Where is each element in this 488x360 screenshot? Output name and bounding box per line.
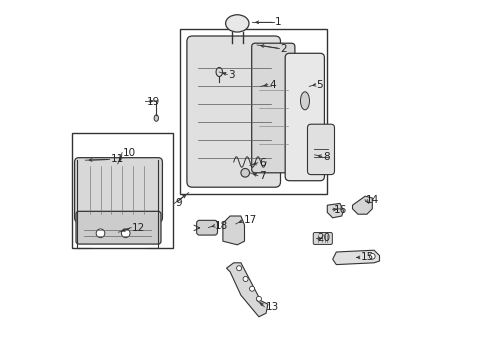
Text: 11: 11 (110, 154, 123, 165)
Polygon shape (352, 196, 371, 214)
Text: 18: 18 (215, 221, 228, 231)
Polygon shape (223, 216, 244, 245)
Circle shape (368, 253, 374, 259)
Circle shape (249, 286, 254, 291)
FancyBboxPatch shape (285, 53, 324, 181)
Text: 1: 1 (275, 17, 281, 27)
Text: 20: 20 (317, 233, 330, 243)
Text: 9: 9 (175, 198, 182, 208)
Text: 17: 17 (244, 215, 257, 225)
Text: 4: 4 (268, 80, 275, 90)
Polygon shape (326, 203, 343, 218)
FancyBboxPatch shape (196, 220, 217, 235)
FancyBboxPatch shape (313, 233, 332, 244)
FancyBboxPatch shape (72, 133, 172, 248)
Text: 13: 13 (265, 302, 278, 312)
Text: 2: 2 (280, 44, 286, 54)
Circle shape (236, 266, 241, 271)
Text: 5: 5 (316, 80, 323, 90)
Circle shape (121, 229, 130, 238)
FancyBboxPatch shape (307, 124, 334, 175)
FancyBboxPatch shape (75, 158, 162, 222)
Ellipse shape (300, 92, 309, 110)
Ellipse shape (225, 15, 248, 32)
Text: 10: 10 (123, 148, 136, 158)
Ellipse shape (154, 115, 158, 121)
Text: 12: 12 (132, 222, 145, 233)
Text: 16: 16 (333, 204, 346, 215)
Circle shape (243, 276, 247, 282)
Ellipse shape (216, 68, 222, 77)
Circle shape (96, 229, 104, 238)
FancyBboxPatch shape (179, 29, 326, 194)
Text: 3: 3 (228, 69, 234, 80)
Text: 6: 6 (258, 158, 265, 168)
Text: 8: 8 (322, 152, 329, 162)
Circle shape (256, 296, 261, 301)
Text: 15: 15 (360, 252, 373, 262)
FancyBboxPatch shape (186, 36, 280, 187)
Polygon shape (332, 250, 379, 265)
Text: 7: 7 (258, 171, 265, 181)
Text: 19: 19 (146, 96, 160, 107)
Circle shape (241, 168, 249, 177)
Text: 14: 14 (366, 195, 379, 205)
FancyBboxPatch shape (76, 211, 161, 244)
Polygon shape (226, 263, 267, 317)
FancyBboxPatch shape (251, 43, 294, 173)
